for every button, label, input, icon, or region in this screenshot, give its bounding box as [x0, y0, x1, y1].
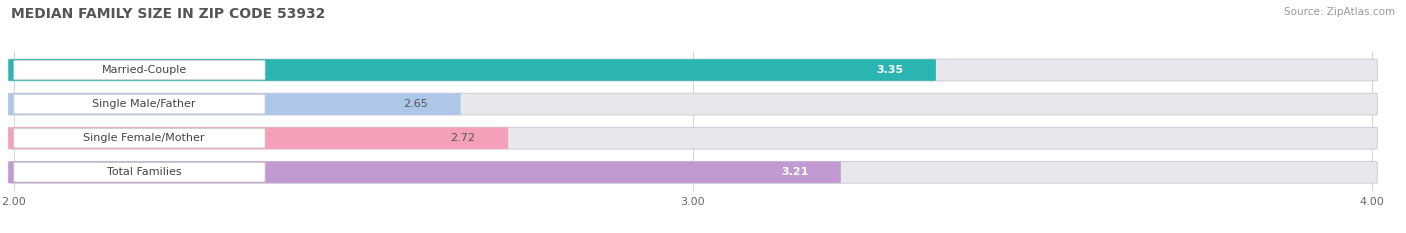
- Text: Total Families: Total Families: [107, 167, 181, 177]
- Text: Single Male/Father: Single Male/Father: [93, 99, 195, 109]
- FancyBboxPatch shape: [8, 93, 1378, 115]
- Text: 3.35: 3.35: [876, 65, 903, 75]
- FancyBboxPatch shape: [8, 161, 841, 183]
- FancyBboxPatch shape: [8, 161, 1378, 183]
- FancyBboxPatch shape: [14, 163, 266, 182]
- Text: 2.72: 2.72: [450, 133, 475, 143]
- FancyBboxPatch shape: [14, 128, 266, 148]
- FancyBboxPatch shape: [8, 127, 1378, 149]
- Text: Source: ZipAtlas.com: Source: ZipAtlas.com: [1284, 7, 1395, 17]
- FancyBboxPatch shape: [14, 94, 266, 114]
- FancyBboxPatch shape: [8, 93, 461, 115]
- Text: 3.21: 3.21: [780, 167, 808, 177]
- Text: 2.65: 2.65: [404, 99, 427, 109]
- FancyBboxPatch shape: [8, 59, 1378, 81]
- Text: Single Female/Mother: Single Female/Mother: [83, 133, 205, 143]
- FancyBboxPatch shape: [8, 127, 508, 149]
- FancyBboxPatch shape: [14, 60, 266, 80]
- Text: Married-Couple: Married-Couple: [101, 65, 187, 75]
- Text: MEDIAN FAMILY SIZE IN ZIP CODE 53932: MEDIAN FAMILY SIZE IN ZIP CODE 53932: [11, 7, 326, 21]
- FancyBboxPatch shape: [8, 59, 936, 81]
